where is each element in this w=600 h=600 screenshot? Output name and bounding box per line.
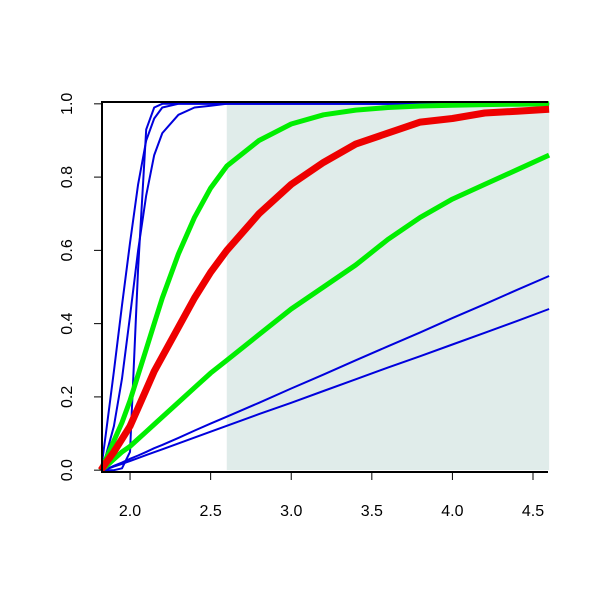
data-line [98, 105, 550, 473]
y-tick-label: 0.2 [59, 386, 76, 408]
shaded-region [226, 103, 550, 471]
x-tick-label: 3.0 [280, 503, 302, 520]
data-line [100, 275, 550, 472]
data-line [99, 152, 551, 473]
y-tick-label: 0.0 [59, 459, 76, 481]
plot-frame [101, 101, 548, 473]
x-tick-label: 3.5 [361, 503, 383, 520]
data-line [100, 308, 550, 472]
y-tick-label: 0.6 [59, 239, 76, 261]
x-tick-label: 4.0 [441, 503, 463, 520]
y-tick-label: 1.0 [59, 93, 76, 115]
y-tick-label: 0.8 [59, 166, 76, 188]
x-tick-label: 4.5 [522, 503, 544, 520]
x-tick-label: 2.0 [119, 503, 141, 520]
data-line [98, 101, 550, 472]
x-tick-label: 2.5 [200, 503, 222, 520]
y-tick-label: 0.4 [59, 312, 76, 334]
